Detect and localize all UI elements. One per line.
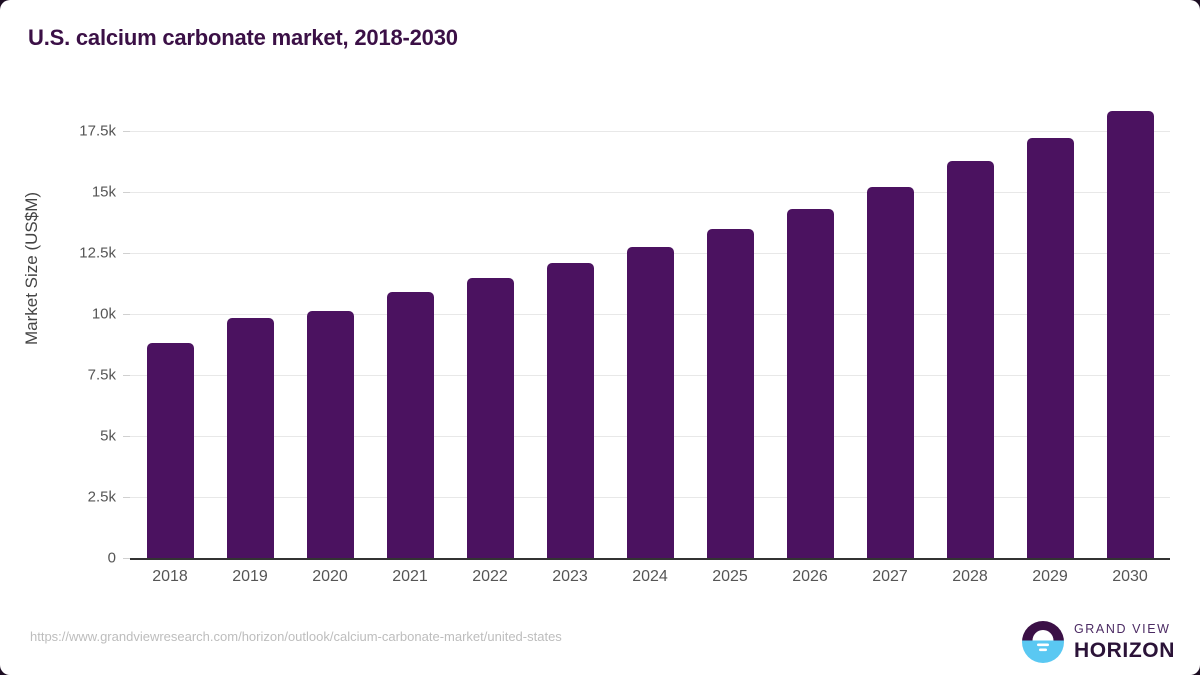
bar[interactable] [1106,110,1154,558]
y-axis-tick-label: 12.5k [79,244,116,262]
bar[interactable] [146,342,194,558]
y-axis-tick-label: 7.5k [87,366,116,384]
y-axis-title: Market Size (US$M) [22,191,41,345]
bar[interactable] [1026,138,1074,558]
grand-view-horizon-logo[interactable]: GRAND VIEW HORIZON [1021,620,1175,664]
x-axis-tick-label: 2027 [872,568,908,585]
y-axis-tick [123,558,130,559]
x-axis-tick-label: 2025 [712,568,748,585]
y-axis-tick [123,436,130,437]
y-axis-tick [123,192,130,193]
y-axis-tick-label: 15k [91,183,116,201]
bar[interactable] [466,278,514,558]
y-axis-tick-label: 0 [107,549,116,567]
x-axis-line [130,558,1170,560]
x-axis-tick-label: 2024 [632,568,668,585]
bar[interactable] [946,161,994,558]
logo-line-horizon: HORIZON [1073,638,1175,662]
x-axis-tick-label: 2022 [472,568,508,585]
horizon-logo-icon [1021,621,1064,663]
x-axis-tick-label: 2019 [232,568,268,585]
y-axis-tick-label: 17.5k [79,122,116,140]
gridline [130,192,1170,193]
plot-area [123,110,1170,559]
logo-text: GRAND VIEW HORIZON [1074,623,1175,661]
bar[interactable] [866,187,914,558]
x-axis-tick-label: 2028 [952,568,988,585]
y-axis-tick [123,314,130,315]
bar[interactable] [626,246,674,558]
y-axis-tick [123,253,130,254]
bar[interactable] [546,263,594,558]
y-axis-tick [123,375,130,376]
x-axis-tick-label: 2029 [1032,568,1068,585]
bar[interactable] [306,310,354,558]
bar[interactable] [386,291,434,558]
logo-line-grand-view: GRAND VIEW [1073,622,1171,637]
y-axis-tick [123,497,130,498]
source-url[interactable]: https://www.grandviewresearch.com/horizo… [30,629,562,644]
x-axis-tick-label: 2020 [312,568,348,585]
y-axis-tick-label: 2.5k [87,488,116,506]
y-axis-tick-label: 10k [91,305,116,323]
bar[interactable] [786,208,834,558]
bar[interactable] [226,317,274,558]
x-axis-tick-label: 2021 [392,568,428,585]
x-axis-tick-label: 2030 [1112,568,1148,585]
gridline [130,131,1170,132]
x-axis-tick-label: 2018 [152,568,188,585]
bar[interactable] [706,229,754,558]
y-axis-tick [123,131,130,132]
x-axis-tick-label: 2026 [792,568,828,585]
x-axis-tick-label: 2023 [552,568,588,585]
y-axis-tick-label: 5k [100,427,116,445]
page-title: U.S. calcium carbonate market, 2018-2030 [28,25,458,50]
